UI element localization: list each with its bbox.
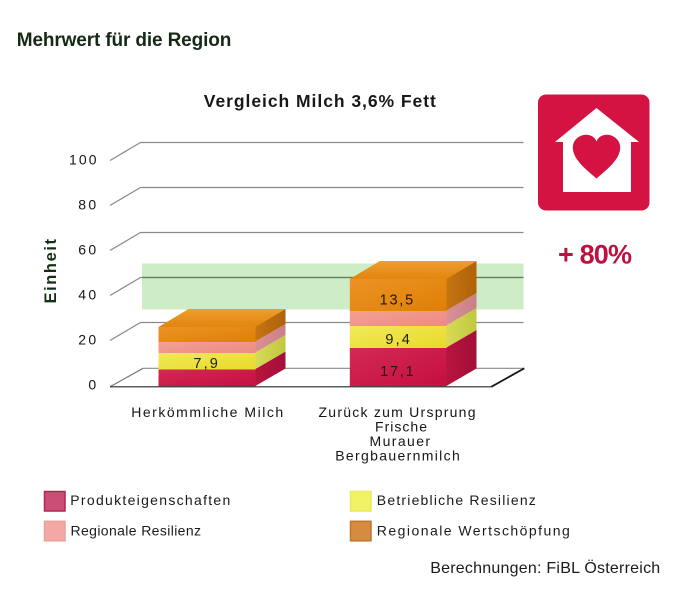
svg-text:7,9: 7,9 <box>193 356 218 372</box>
svg-text:Regionale Wertschöpfung: Regionale Wertschöpfung <box>377 522 570 538</box>
svg-text:9,4: 9,4 <box>385 332 410 348</box>
svg-text:Mehrwert für die Region: Mehrwert für die Region <box>17 30 232 51</box>
svg-text:+ 80%: + 80% <box>558 240 632 270</box>
svg-text:0: 0 <box>88 377 96 393</box>
svg-text:Frische: Frische <box>375 418 427 434</box>
svg-text:Zurück zum Ursprung: Zurück zum Ursprung <box>319 404 476 420</box>
svg-text:Vergleich Milch 3,6% Fett: Vergleich Milch 3,6% Fett <box>204 91 436 111</box>
svg-text:Einheit: Einheit <box>42 239 60 304</box>
svg-text:Berechnungen: FiBL Österreich: Berechnungen: FiBL Österreich <box>430 559 660 577</box>
svg-text:Betriebliche Resilienz: Betriebliche Resilienz <box>377 492 536 508</box>
svg-text:17,1: 17,1 <box>380 364 414 380</box>
svg-text:Herkömmliche Milch: Herkömmliche Milch <box>131 404 283 420</box>
svg-text:13,5: 13,5 <box>380 292 414 308</box>
svg-text:100: 100 <box>69 152 97 168</box>
svg-text:Bergbauernmilch: Bergbauernmilch <box>335 447 460 463</box>
svg-text:Regionale Resilienz: Regionale Resilienz <box>71 522 202 538</box>
svg-text:Produkteigenschaften: Produkteigenschaften <box>70 492 230 508</box>
